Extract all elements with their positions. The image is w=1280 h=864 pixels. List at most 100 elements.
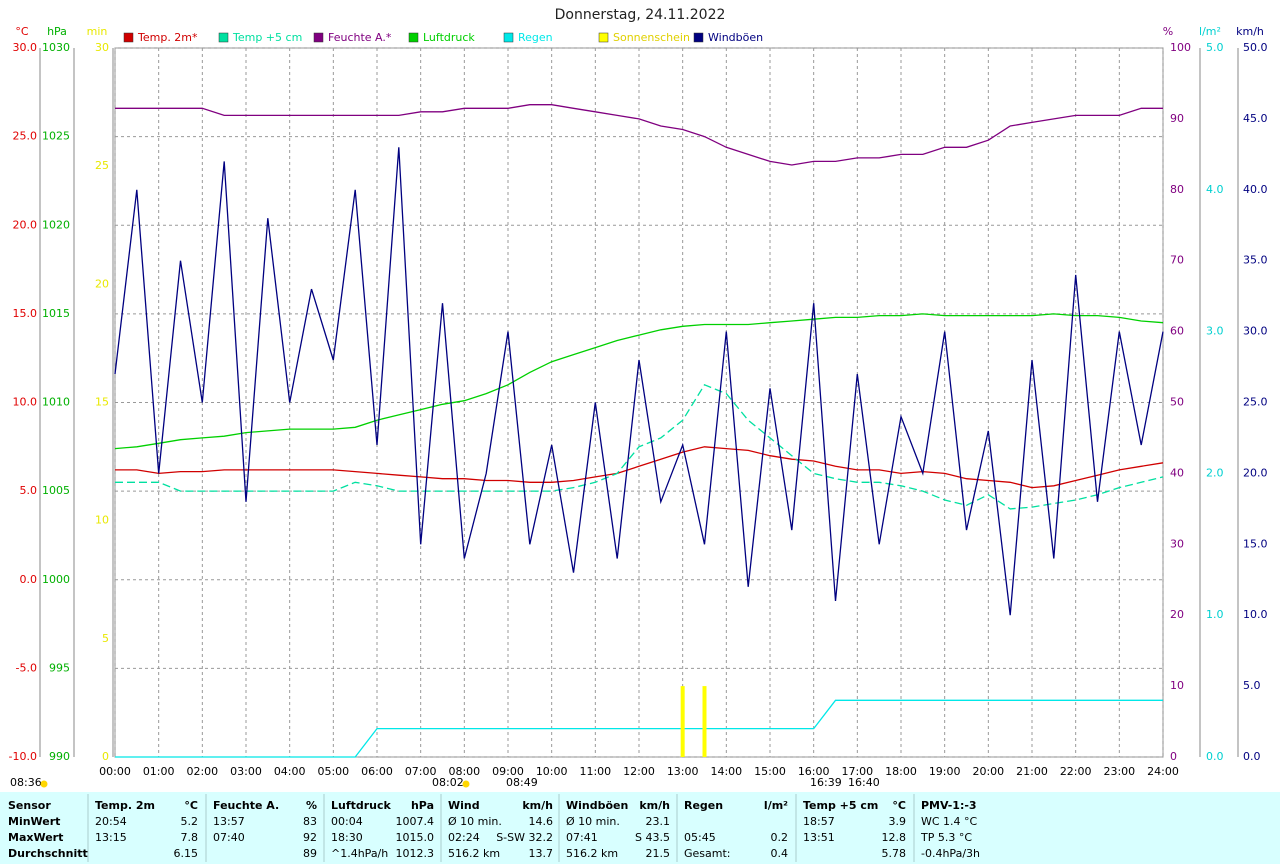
y-tick-label: 30 bbox=[1170, 537, 1184, 550]
table-header: Regen bbox=[684, 799, 723, 812]
y-tick-label: 4.0 bbox=[1206, 183, 1224, 196]
series-line bbox=[115, 446, 1164, 489]
table-header: °C bbox=[184, 799, 198, 812]
annotation: 08:49 bbox=[506, 776, 538, 789]
table-cell: 05:45 bbox=[684, 831, 716, 844]
table-header: PMV-1:-3 bbox=[921, 799, 977, 812]
x-tick-label: 00:00 bbox=[99, 765, 131, 778]
table-header: Wind bbox=[448, 799, 480, 812]
x-tick-label: 18:00 bbox=[885, 765, 917, 778]
y-tick-label: 995 bbox=[49, 661, 70, 674]
table-cell: 13:51 bbox=[803, 831, 835, 844]
table-cell: Ø 10 min. bbox=[566, 815, 620, 828]
axis-title: min bbox=[87, 25, 108, 38]
legend-label: Temp. 2m* bbox=[137, 31, 198, 44]
legend-label: Sonnenschein bbox=[613, 31, 690, 44]
y-tick-label: 5.0 bbox=[20, 484, 38, 497]
table-cell: 21.5 bbox=[646, 847, 671, 860]
table-cell: 89 bbox=[303, 847, 317, 860]
x-tick-label: 23:00 bbox=[1103, 765, 1135, 778]
table-header: Windböen bbox=[566, 799, 628, 812]
table-cell: 516.2 km bbox=[448, 847, 500, 860]
y-tick-label: 0 bbox=[1170, 750, 1177, 763]
table-header: l/m² bbox=[764, 799, 788, 812]
y-tick-label: 5 bbox=[102, 632, 109, 645]
y-tick-label: 10 bbox=[95, 514, 109, 527]
table-cell: 0.4 bbox=[771, 847, 789, 860]
table-cell: Ø 10 min. bbox=[448, 815, 502, 828]
table-cell: 7.8 bbox=[181, 831, 199, 844]
table-header: km/h bbox=[522, 799, 553, 812]
x-tick-label: 22:00 bbox=[1060, 765, 1092, 778]
legend-label: Temp +5 cm bbox=[232, 31, 302, 44]
legend-swatch bbox=[218, 32, 229, 43]
table-cell: 23.1 bbox=[646, 815, 671, 828]
sun-bar bbox=[680, 686, 685, 757]
y-tick-label: 10 bbox=[1170, 679, 1184, 692]
y-tick-label: 10.0 bbox=[1243, 608, 1268, 621]
x-tick-label: 05:00 bbox=[317, 765, 349, 778]
x-tick-label: 04:00 bbox=[274, 765, 306, 778]
table-header: km/h bbox=[639, 799, 670, 812]
y-tick-label: 30.0 bbox=[1243, 325, 1268, 338]
table-cell: S-SW 32.2 bbox=[496, 831, 553, 844]
y-tick-label: 15 bbox=[95, 396, 109, 409]
y-tick-label: 1.0 bbox=[1206, 608, 1224, 621]
legend-swatch bbox=[503, 32, 514, 43]
x-tick-label: 13:00 bbox=[667, 765, 699, 778]
x-tick-label: 10:00 bbox=[536, 765, 568, 778]
x-tick-label: 16:00 bbox=[798, 765, 830, 778]
table-cell: MinWert bbox=[8, 815, 60, 828]
y-tick-label: 0.0 bbox=[1206, 750, 1224, 763]
y-tick-label: 20.0 bbox=[13, 218, 38, 231]
annotation: 08:02 bbox=[432, 776, 464, 789]
table-cell: 3.9 bbox=[889, 815, 907, 828]
table-cell: MaxWert bbox=[8, 831, 63, 844]
table-cell: 18:57 bbox=[803, 815, 835, 828]
y-tick-label: 1025 bbox=[42, 130, 70, 143]
y-tick-label: 5.0 bbox=[1206, 41, 1224, 54]
table-header: Temp. 2m bbox=[95, 799, 155, 812]
table-cell: 18:30 bbox=[331, 831, 363, 844]
y-tick-label: 0.0 bbox=[20, 573, 38, 586]
table-header: Feuchte A. bbox=[213, 799, 279, 812]
table-cell: 6.15 bbox=[174, 847, 199, 860]
annotation: 16:40 bbox=[848, 776, 880, 789]
sun-icon bbox=[40, 780, 48, 788]
y-tick-label: 0.0 bbox=[1243, 750, 1261, 763]
table-cell: 0.2 bbox=[771, 831, 789, 844]
legend-swatch bbox=[123, 32, 134, 43]
x-tick-label: 12:00 bbox=[623, 765, 655, 778]
x-tick-label: 14:00 bbox=[710, 765, 742, 778]
y-tick-label: 25 bbox=[95, 159, 109, 172]
table-bg bbox=[0, 792, 1280, 864]
sun-icon bbox=[462, 780, 470, 788]
y-tick-label: 990 bbox=[49, 750, 70, 763]
table-header: °C bbox=[892, 799, 906, 812]
y-tick-label: 5.0 bbox=[1243, 679, 1261, 692]
legend-label: Windböen bbox=[708, 31, 763, 44]
series-line bbox=[115, 104, 1163, 166]
x-tick-label: 03:00 bbox=[230, 765, 262, 778]
y-tick-label: 3.0 bbox=[1206, 325, 1224, 338]
y-tick-label: 1000 bbox=[42, 573, 70, 586]
axis-title: % bbox=[1163, 25, 1173, 38]
y-tick-label: 35.0 bbox=[1243, 254, 1268, 267]
table-cell: 1015.0 bbox=[396, 831, 435, 844]
table-cell: 14.6 bbox=[529, 815, 554, 828]
table-cell: 1012.3 bbox=[396, 847, 435, 860]
legend-swatch bbox=[693, 32, 704, 43]
y-tick-label: 70 bbox=[1170, 254, 1184, 267]
y-tick-label: 20 bbox=[1170, 608, 1184, 621]
x-tick-label: 09:00 bbox=[492, 765, 524, 778]
y-tick-label: 20 bbox=[95, 277, 109, 290]
table-cell: 516.2 km bbox=[566, 847, 618, 860]
table-cell: 02:24 bbox=[448, 831, 480, 844]
y-tick-label: -10.0 bbox=[9, 750, 37, 763]
table-header: % bbox=[306, 799, 317, 812]
y-tick-label: 80 bbox=[1170, 183, 1184, 196]
y-tick-label: 1020 bbox=[42, 218, 70, 231]
series-line bbox=[115, 383, 1164, 510]
legend-swatch bbox=[598, 32, 609, 43]
